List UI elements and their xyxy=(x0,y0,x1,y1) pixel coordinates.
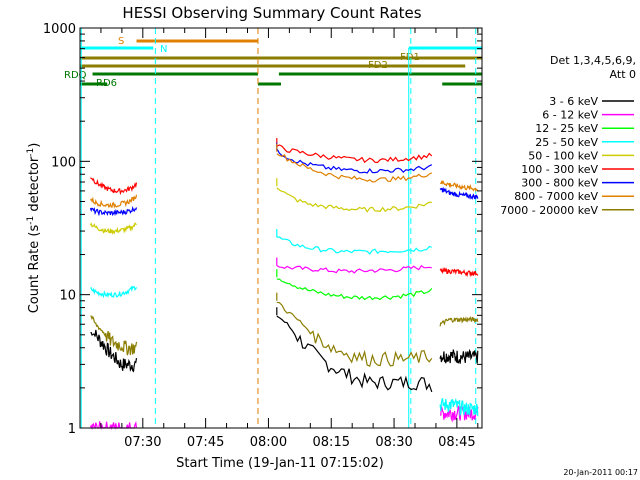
series-line xyxy=(439,397,479,417)
legend-label: 6 - 12 keV xyxy=(542,109,598,122)
flag-label-fd2: FD2 xyxy=(368,60,388,71)
series-line xyxy=(439,348,479,364)
y-axis-label-end: ) xyxy=(27,143,42,148)
legend-label: 300 - 800 keV xyxy=(521,177,598,190)
legend-label: 3 - 6 keV xyxy=(549,95,598,108)
legend-label: 800 - 7000 keV xyxy=(514,190,598,203)
series-line xyxy=(439,186,479,200)
series-line xyxy=(90,329,138,373)
flag-label-fd1: FD1 xyxy=(400,52,420,63)
x-tick-label: 07:45 xyxy=(187,435,224,450)
series-line xyxy=(276,315,433,393)
series-line xyxy=(90,285,138,299)
flag-label-s: S xyxy=(118,36,124,47)
x-tick-label: 07:30 xyxy=(124,435,161,450)
chart-title: HESSI Observing Summary Count Rates xyxy=(122,4,421,22)
legend-label: 50 - 100 keV xyxy=(528,149,598,162)
legend-label: 100 - 300 keV xyxy=(521,163,598,176)
series-line xyxy=(89,421,138,431)
plot-frame xyxy=(79,27,483,429)
series-line xyxy=(276,144,433,164)
legend-title-1: Det 1,3,4,5,6,9, xyxy=(550,54,636,67)
series-line xyxy=(439,316,479,327)
flag-bars: S N FD1 FD2 RDQ RD6 xyxy=(64,36,482,89)
legend-title-2: Att 0 xyxy=(610,68,636,81)
y-axis-label-sup: -1 xyxy=(26,216,36,225)
series-line xyxy=(90,194,138,209)
series-line xyxy=(276,148,433,174)
series-line xyxy=(276,153,433,183)
x-tick-label: 08:00 xyxy=(250,435,287,450)
y-axis-label-main: Count Rate (s xyxy=(27,225,42,314)
series-line xyxy=(89,222,137,236)
y-tick-label: 10 xyxy=(59,289,76,304)
y-tick-label: 1000 xyxy=(43,22,76,37)
x-axis-label: Start Time (19-Jan-11 07:15:02) xyxy=(176,456,384,471)
series-line xyxy=(276,264,432,274)
series-line xyxy=(90,315,138,356)
series-line xyxy=(276,187,432,213)
legend-label: 12 - 25 keV xyxy=(535,122,598,135)
legend-label: 25 - 50 keV xyxy=(535,136,598,149)
flag-label-n: N xyxy=(160,44,167,55)
x-tick-label: 08:15 xyxy=(313,435,350,450)
series-line xyxy=(440,180,479,193)
x-tick-label: 08:30 xyxy=(375,435,412,450)
eclipse-markers xyxy=(80,28,477,428)
series-lines xyxy=(89,138,479,431)
y-tick-label: 1 xyxy=(68,422,76,437)
flag-label-rd6: RD6 xyxy=(96,78,117,89)
y-axis-label-mid: detector xyxy=(27,156,42,216)
series-line xyxy=(439,266,479,278)
y-tick-label: 100 xyxy=(51,155,76,170)
series-line xyxy=(440,404,479,423)
series-line xyxy=(90,177,138,196)
series-line xyxy=(276,278,433,301)
axis-ticks: 1 10 100 1000 07:30 07:45 08:00 08:15 08:30 08:45 xyxy=(43,22,482,450)
y-axis-label: Count Rate (s-1 detector-1) xyxy=(26,143,42,314)
legend-label: 7000 - 20000 keV xyxy=(500,204,598,217)
flag-label-rdq: RDQ xyxy=(64,70,87,81)
y-axis-label-sup2: -1 xyxy=(26,148,36,157)
series-line xyxy=(276,301,433,367)
series-line xyxy=(89,205,138,217)
date-stamp: 20-Jan-2011 00:17 xyxy=(563,468,638,477)
x-tick-label: 08:45 xyxy=(438,435,475,450)
series-line xyxy=(276,236,432,255)
